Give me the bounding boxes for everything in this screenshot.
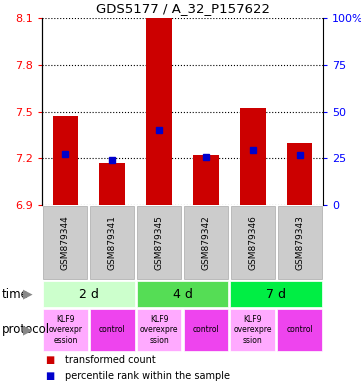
Bar xyxy=(277,310,322,351)
Text: control: control xyxy=(99,326,126,334)
Bar xyxy=(43,310,88,351)
Text: GSM879343: GSM879343 xyxy=(295,215,304,270)
Bar xyxy=(137,281,228,307)
Text: ■: ■ xyxy=(45,371,55,381)
Text: ■: ■ xyxy=(45,355,55,365)
Bar xyxy=(193,155,219,205)
Text: KLF9
overexpre
ssion: KLF9 overexpre ssion xyxy=(234,315,272,345)
Bar xyxy=(278,206,322,279)
Text: transformed count: transformed count xyxy=(65,355,156,365)
Text: control: control xyxy=(192,326,219,334)
Bar xyxy=(231,206,275,279)
Text: time: time xyxy=(2,288,29,301)
Bar xyxy=(146,18,172,205)
Bar xyxy=(184,206,228,279)
Bar xyxy=(137,206,181,279)
Bar xyxy=(230,281,322,307)
Text: protocol: protocol xyxy=(2,323,50,336)
Text: KLF9
overexpre
ssion: KLF9 overexpre ssion xyxy=(140,315,178,345)
Text: GSM879341: GSM879341 xyxy=(108,215,117,270)
Text: GSM879342: GSM879342 xyxy=(201,215,210,270)
Bar xyxy=(230,310,275,351)
Bar xyxy=(99,163,125,205)
Bar xyxy=(184,310,228,351)
Bar xyxy=(137,310,181,351)
Text: 4 d: 4 d xyxy=(173,288,192,301)
Text: ▶: ▶ xyxy=(23,323,32,336)
Title: GDS5177 / A_32_P157622: GDS5177 / A_32_P157622 xyxy=(96,2,270,15)
Text: 2 d: 2 d xyxy=(79,288,99,301)
Bar xyxy=(43,281,135,307)
Bar xyxy=(287,143,313,205)
Bar xyxy=(90,206,134,279)
Text: GSM879346: GSM879346 xyxy=(248,215,257,270)
Bar xyxy=(240,108,266,205)
Bar xyxy=(90,310,135,351)
Text: KLF9
overexpr
ession: KLF9 overexpr ession xyxy=(48,315,82,345)
Bar xyxy=(53,116,78,205)
Text: GSM879345: GSM879345 xyxy=(155,215,164,270)
Text: percentile rank within the sample: percentile rank within the sample xyxy=(65,371,230,381)
Text: control: control xyxy=(286,326,313,334)
Text: 7 d: 7 d xyxy=(266,288,286,301)
Bar xyxy=(43,206,87,279)
Text: GSM879344: GSM879344 xyxy=(61,215,70,270)
Text: ▶: ▶ xyxy=(23,288,32,301)
